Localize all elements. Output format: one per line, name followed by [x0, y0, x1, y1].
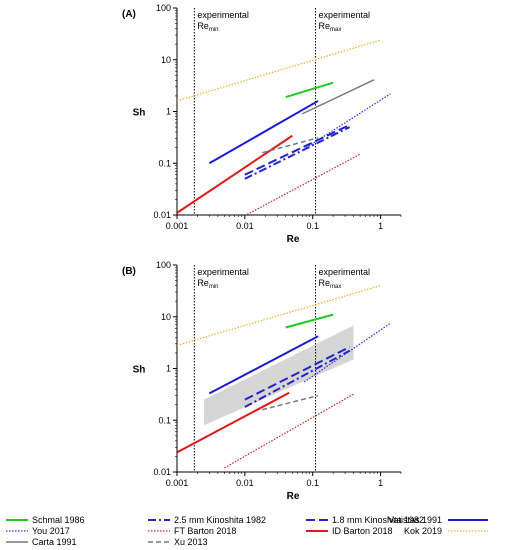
series-line-kinoshita18	[244, 346, 351, 401]
series-line-ftbarton	[224, 393, 354, 469]
series-line-schmal	[285, 81, 334, 99]
x-tick-label: 1	[378, 221, 383, 231]
y-tick-label: 0.01	[153, 467, 171, 477]
re-max-symbol: Remax	[319, 21, 342, 33]
symbol-main: Re	[319, 278, 331, 288]
panel-label: (A)	[122, 9, 136, 20]
panel-label: (B)	[122, 266, 136, 277]
x-tick-label: 0.001	[166, 478, 189, 488]
legend-label-kinoshita18: 1.8 mm Kinoshita 1982	[332, 515, 424, 525]
series-line-carta	[301, 79, 375, 115]
y-axis-label: Sh	[133, 108, 146, 119]
series-line-schmal	[285, 313, 334, 329]
series-line-xu	[261, 137, 319, 154]
re-max-symbol: Remax	[319, 278, 342, 290]
legend-label-vatistas: Vatistas 1991	[388, 515, 442, 525]
y-tick-label: 10	[161, 55, 171, 65]
x-tick-label: 0.01	[236, 221, 254, 231]
series-line-kinoshita18	[244, 124, 351, 176]
legend: Schmal 1986 2.5 mm Kinoshita 1982 1.8 mm K…	[6, 515, 488, 547]
series-line-you	[305, 93, 391, 149]
y-tick-label: 100	[156, 260, 171, 270]
symbol-subscript: max	[330, 284, 341, 290]
x-axis-label: Re	[287, 491, 300, 502]
legend-label-carta: Carta 1991	[32, 537, 77, 547]
symbol-subscript: min	[209, 27, 219, 33]
series-line-kinoshita25	[244, 126, 351, 180]
x-tick-label: 0.1	[306, 478, 319, 488]
y-tick-label: 1	[166, 107, 171, 117]
series-line-you	[303, 322, 391, 383]
legend-label-schmal: Schmal 1986	[32, 515, 85, 525]
shaded-region	[204, 325, 354, 426]
y-tick-label: 1	[166, 364, 171, 374]
y-tick-label: 0.1	[158, 158, 171, 168]
x-tick-label: 0.1	[306, 221, 319, 231]
x-axis-label: Re	[287, 234, 300, 245]
re-min-label: experimental	[197, 267, 249, 277]
legend-label-ftbarton: FT Barton 2018	[174, 526, 236, 536]
series-line-kok	[177, 285, 381, 346]
series-line-vatistas	[208, 100, 319, 165]
re-max-label: experimental	[319, 10, 371, 20]
x-tick-label: 1	[378, 478, 383, 488]
symbol-main: Re	[197, 278, 209, 288]
symbol-subscript: min	[209, 284, 219, 290]
re-min-symbol: Remin	[197, 278, 218, 290]
re-min-symbol: Remin	[197, 21, 218, 33]
series-line-kinoshita25	[244, 349, 351, 408]
series-line-vatistas	[208, 335, 319, 395]
series-line-xu	[261, 394, 319, 411]
y-tick-label: 10	[161, 312, 171, 322]
y-tick-label: 0.1	[158, 415, 171, 425]
x-tick-label: 0.01	[236, 478, 254, 488]
series-line-kok	[177, 39, 381, 102]
legend-label-kok: Kok 2019	[404, 526, 442, 536]
legend-label-xu: Xu 2013	[174, 537, 208, 547]
legend-label-kinoshita25: 2.5 mm Kinoshita 1982	[174, 515, 266, 525]
legend-label-idbarton: ID Barton 2018	[332, 526, 393, 536]
re-min-label: experimental	[197, 10, 249, 20]
series-line-ftbarton	[244, 153, 361, 215]
legend-label-you: You 2017	[32, 526, 70, 536]
symbol-main: Re	[319, 21, 331, 31]
y-tick-label: 100	[156, 3, 171, 13]
x-tick-label: 0.001	[166, 221, 189, 231]
series-line-idbarton	[177, 391, 290, 454]
y-tick-label: 0.01	[153, 210, 171, 220]
re-max-label: experimental	[319, 267, 371, 277]
symbol-subscript: max	[330, 27, 341, 33]
series-line-idbarton	[177, 134, 293, 214]
y-axis-label: Sh	[133, 365, 146, 376]
symbol-main: Re	[197, 21, 209, 31]
